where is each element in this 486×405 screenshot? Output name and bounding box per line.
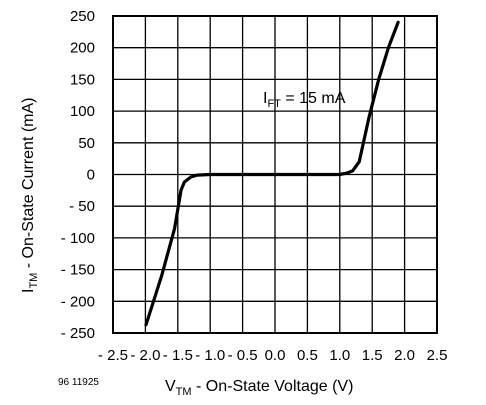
annotation-ift: IFT = 15 mA [263,90,346,110]
x-tick-label: - 2.5 [98,347,128,364]
y-axis-label-rest: - On-State Current (mA) [20,98,37,273]
y-tick-label: 0 [87,167,95,184]
tick-labels: - 2.5- 2.0- 1.5- 1.0- 0.5 0.0 0.5 1.0 1.5 2.0… [61,8,448,364]
x-tick-label: - 1.5 [163,347,193,364]
x-tick-label: 1.5 [362,347,383,364]
x-tick-label: 0.5 [297,347,318,364]
y-tick-label: 50 [78,135,95,152]
y-tick-label: - 50 [69,198,95,215]
x-axis-label-rest: - On-State Voltage (V) [192,378,354,395]
y-tick-label: - 100 [61,230,95,247]
y-axis-label: ITM - On-State Current (mA) [20,98,40,294]
data-series-line [144,20,400,327]
annotation-main: I [263,90,267,107]
x-tick-label: 1.0 [329,347,350,364]
y-tick-label: - 200 [61,293,95,310]
y-tick-label: 250 [70,8,95,25]
plot-frame [112,15,438,334]
y-axis-label-main: I [20,289,37,293]
x-tick-label: 2.5 [427,347,448,364]
x-axis-label-sub: TM [176,386,192,398]
x-tick-label: 2.0 [394,347,415,364]
x-tick-label: 0.0 [265,347,286,364]
x-tick-label: - 1.0 [195,347,225,364]
x-tick-label: - 2.0 [130,347,160,364]
x-axis-label: VTM - On-State Voltage (V) [165,378,353,398]
figure-id: 96 11925 [58,377,99,388]
y-axis-label-sub: TM [28,273,40,289]
annotation-sub: FT [267,98,281,110]
annotation-rest: = 15 mA [281,90,346,107]
y-tick-label: 100 [70,103,95,120]
x-tick-label: - 0.5 [228,347,258,364]
y-tick-label: - 250 [61,325,95,342]
y-tick-label: 200 [70,40,95,57]
y-tick-label: - 150 [61,262,95,279]
x-axis-label-main: V [165,378,176,395]
y-tick-label: 150 [70,71,95,88]
